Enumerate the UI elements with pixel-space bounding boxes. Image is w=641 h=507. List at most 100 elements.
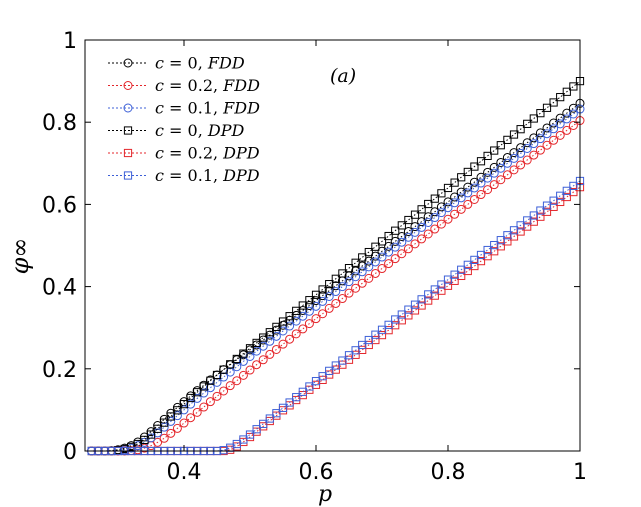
data-point [265, 414, 274, 423]
legend-marker [123, 171, 133, 180]
legend-label-sep: , [213, 166, 223, 185]
data-point [535, 128, 545, 138]
data-point [172, 423, 182, 433]
data-point [127, 442, 136, 451]
data-point [542, 129, 552, 139]
legend-label-value: 0.2 [188, 76, 213, 95]
data-point [285, 398, 294, 407]
data-point [318, 285, 327, 294]
data-point [206, 376, 215, 385]
data-point [384, 241, 394, 251]
data-point [568, 109, 578, 119]
data-point [364, 247, 373, 257]
data-point [338, 269, 347, 278]
data-point [476, 190, 486, 200]
data-point [371, 330, 380, 339]
data-point [397, 249, 407, 259]
legend-label-value: 0.1 [188, 99, 213, 118]
data-point [311, 377, 321, 386]
data-point [562, 125, 572, 135]
data-point [549, 135, 559, 145]
data-point [430, 285, 439, 294]
data-point [410, 222, 420, 232]
data-point [516, 221, 525, 230]
data-point [377, 330, 387, 340]
data-point [344, 355, 354, 364]
data-point [337, 282, 347, 292]
legend-label-tag: DPD [207, 121, 245, 140]
data-point [285, 334, 295, 344]
data-point [153, 437, 163, 447]
data-point [549, 118, 559, 128]
panel-annotation: (a) [330, 65, 356, 87]
data-point [285, 321, 295, 331]
data-point [549, 98, 558, 107]
data-point [351, 272, 361, 282]
data-point [496, 163, 506, 173]
data-point [186, 399, 196, 409]
data-point [457, 265, 466, 274]
legend-label-prefix: c [155, 144, 164, 163]
data-point [325, 280, 334, 289]
data-point [226, 360, 235, 369]
data-point [437, 286, 446, 295]
data-point [489, 162, 499, 172]
data-point [292, 393, 301, 402]
data-point [193, 388, 202, 397]
x-tick-label: 1 [573, 460, 587, 485]
data-point [305, 296, 314, 305]
data-point [331, 365, 340, 374]
legend-label-tag: FDD [207, 54, 245, 73]
data-point [232, 376, 242, 386]
data-point [450, 270, 459, 279]
legend-label: c = 0, DPD [155, 121, 245, 140]
data-point [324, 303, 334, 313]
data-point [417, 217, 427, 227]
legend-label-value: 0.1 [188, 166, 213, 185]
data-point [476, 257, 486, 266]
data-point [529, 217, 538, 226]
data-point [509, 148, 519, 158]
legend-label: c = 0.1, DPD [155, 166, 260, 185]
data-point [403, 227, 413, 237]
data-point [450, 192, 460, 202]
y-tick-label: 0.4 [42, 276, 77, 301]
data-point [384, 231, 393, 241]
plot-frame [84, 39, 581, 452]
data-point [430, 207, 440, 217]
data-point [291, 316, 301, 326]
data-point [483, 151, 492, 161]
data-point [430, 224, 440, 234]
data-point [529, 150, 539, 160]
x-tick-label: 0.8 [431, 460, 466, 485]
data-point [265, 349, 275, 359]
data-point [417, 295, 426, 304]
data-point [529, 133, 539, 143]
legend-marker [123, 126, 133, 135]
data-point [436, 202, 446, 212]
data-point [344, 288, 354, 298]
series-c-0.1-fdd [87, 104, 585, 456]
data-point [516, 160, 526, 170]
y-axis-label: φ∞ [6, 238, 34, 275]
data-point [225, 381, 235, 391]
data-point [271, 331, 281, 341]
data-point [483, 173, 493, 183]
data-point [555, 113, 565, 123]
data-point [483, 252, 492, 261]
legend-label: c = 0.2, DPD [155, 144, 260, 163]
legend-label-prefix: c [155, 54, 164, 73]
data-point [483, 167, 493, 177]
data-point [542, 123, 552, 133]
data-point [436, 208, 446, 218]
series-line [91, 102, 581, 452]
data-point [522, 155, 532, 165]
data-point [562, 108, 572, 118]
data-point [371, 335, 380, 345]
data-point [344, 277, 354, 287]
data-point [424, 296, 433, 305]
data-point [384, 326, 393, 335]
data-point [410, 300, 420, 309]
data-point [404, 215, 413, 225]
